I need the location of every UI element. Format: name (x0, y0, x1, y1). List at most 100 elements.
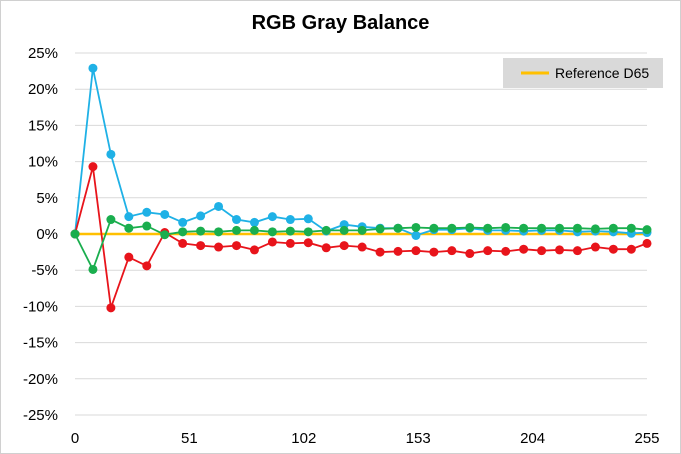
x-tick-label: 0 (71, 430, 79, 447)
data-point (357, 242, 367, 252)
data-point (249, 217, 259, 227)
legend: Reference D65 (503, 58, 663, 88)
x-axis-ticks: 0 51 102 153 204 255 (71, 430, 660, 447)
data-point (303, 238, 313, 248)
y-tick-label: -25% (23, 407, 58, 424)
data-point (106, 215, 116, 225)
data-point (88, 63, 98, 73)
data-point (196, 241, 206, 251)
data-point (303, 227, 313, 237)
data-point (590, 224, 600, 234)
data-point (590, 242, 600, 252)
data-point (572, 246, 582, 256)
data-point (196, 211, 206, 221)
data-point (375, 247, 385, 257)
y-tick-label: 0% (36, 226, 58, 243)
data-point (501, 222, 511, 232)
data-point (178, 227, 188, 237)
data-point (321, 225, 331, 235)
data-point (519, 223, 529, 233)
data-point (339, 241, 349, 251)
data-point (357, 225, 367, 235)
data-point (214, 227, 224, 237)
data-point (501, 246, 511, 256)
data-point (124, 212, 134, 222)
data-point (232, 225, 242, 235)
data-point (285, 226, 295, 236)
data-point (572, 223, 582, 233)
data-point (519, 244, 529, 254)
data-point (411, 222, 421, 232)
data-point (70, 229, 80, 239)
data-point (321, 243, 331, 253)
data-point (429, 247, 439, 257)
x-tick-label: 255 (634, 430, 659, 447)
data-point (411, 246, 421, 256)
data-point (178, 238, 188, 248)
data-point (483, 246, 493, 256)
data-point (642, 238, 652, 248)
data-point (249, 225, 259, 235)
data-point (537, 223, 547, 233)
data-point (465, 222, 475, 232)
y-tick-label: -10% (23, 298, 58, 315)
y-tick-label: 20% (28, 81, 58, 98)
y-tick-label: 25% (28, 45, 58, 62)
data-point (447, 223, 457, 233)
data-point (285, 238, 295, 248)
y-tick-label: -15% (23, 335, 58, 352)
data-point (232, 241, 242, 251)
data-point (160, 209, 170, 219)
series-layer (70, 63, 652, 313)
data-point (267, 212, 277, 222)
legend-label: Reference D65 (555, 65, 649, 81)
data-point (447, 246, 457, 256)
data-point (267, 237, 277, 247)
data-point (267, 227, 277, 237)
data-point (303, 214, 313, 224)
data-point (429, 223, 439, 233)
x-tick-label: 51 (181, 430, 198, 447)
data-point (249, 245, 259, 255)
data-point (88, 162, 98, 172)
data-point (214, 242, 224, 252)
series-line (74, 166, 648, 309)
series-line (74, 68, 648, 237)
data-point (106, 149, 116, 159)
data-point (411, 230, 421, 240)
y-tick-label: 10% (28, 154, 58, 171)
data-point (393, 223, 403, 233)
data-point (608, 223, 618, 233)
data-point (88, 264, 98, 274)
y-tick-label: -20% (23, 371, 58, 388)
x-tick-label: 102 (291, 430, 316, 447)
data-point (339, 225, 349, 235)
y-tick-label: -5% (31, 262, 58, 279)
data-point (142, 261, 152, 271)
data-point (178, 217, 188, 227)
data-point (124, 223, 134, 233)
y-tick-label: 5% (36, 190, 58, 207)
data-point (483, 223, 493, 233)
data-point (626, 223, 636, 233)
y-axis-ticks: 25% 20% 15% 10% 5% 0% -5% -10% -15% -20% -25% (23, 45, 58, 424)
data-point (124, 252, 134, 262)
data-point (375, 224, 385, 234)
data-point (555, 223, 565, 233)
data-point (626, 244, 636, 254)
data-point (285, 215, 295, 225)
y-tick-label: 15% (28, 117, 58, 134)
x-tick-label: 204 (520, 430, 545, 447)
data-point (608, 244, 618, 254)
data-point (537, 246, 547, 256)
data-point (555, 245, 565, 255)
data-point (214, 201, 224, 211)
data-point (106, 303, 116, 313)
data-point (232, 215, 242, 225)
chart-title: RGB Gray Balance (251, 12, 430, 34)
data-point (642, 225, 652, 235)
data-point (196, 226, 206, 236)
data-point (465, 249, 475, 259)
x-tick-label: 153 (406, 430, 431, 447)
